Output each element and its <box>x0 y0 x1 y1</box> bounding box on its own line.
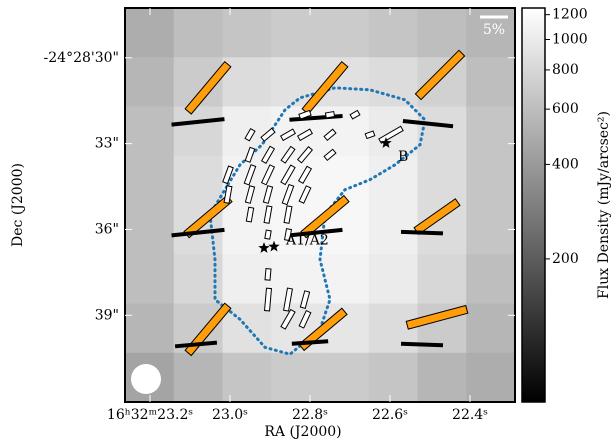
image-pixel <box>125 254 174 304</box>
image-pixel <box>369 57 418 107</box>
y-axis-label: Dec (J2000) <box>10 163 26 247</box>
image-pixel <box>369 156 418 206</box>
image-pixel <box>369 205 418 255</box>
y-tick-label: 39" <box>95 307 119 323</box>
image-pixel <box>271 304 320 354</box>
polarization-vector <box>401 232 443 233</box>
image-pixel <box>369 254 418 304</box>
image-pixel <box>125 304 174 354</box>
image-pixel <box>369 8 418 58</box>
polarization-vector <box>265 230 271 239</box>
image-pixel <box>418 156 467 206</box>
image-pixel <box>466 304 515 354</box>
image-pixel <box>223 107 272 157</box>
y-tick-label: -24°28'30" <box>44 50 119 66</box>
x-tick-label: 22.8ˢ <box>292 407 328 423</box>
image-pixel <box>174 156 223 206</box>
image-pixel <box>125 57 174 107</box>
image-pixel <box>223 57 272 107</box>
image-pixel <box>125 107 174 157</box>
x-axis-label: RA (J2000) <box>264 424 341 440</box>
x-tick-label: 22.4ˢ <box>452 407 488 423</box>
colorbar <box>522 8 545 402</box>
image-pixel <box>271 353 320 403</box>
image-pixel <box>418 107 467 157</box>
polarization-vector <box>325 112 334 118</box>
image-pixel <box>125 205 174 255</box>
image-pixel <box>125 156 174 206</box>
image-pixel <box>271 8 320 58</box>
image-pixel <box>320 353 369 403</box>
scale-bar-label: 5% <box>483 22 505 38</box>
image-pixel <box>418 353 467 403</box>
image-pixel <box>271 107 320 157</box>
image-pixel <box>466 107 515 157</box>
y-tick-label: 33" <box>95 136 119 152</box>
colorbar-tick-label: 800 <box>552 62 579 78</box>
colorbar-tick-label: 1000 <box>552 32 588 48</box>
image-pixel <box>174 8 223 58</box>
image-pixel <box>223 8 272 58</box>
image-pixel <box>466 156 515 206</box>
image-pixel <box>320 8 369 58</box>
chart: A1/A2 B RA (J2000) Dec (J2000) Flux Densi… <box>0 0 616 443</box>
source-label: A1/A2 <box>285 233 329 249</box>
image-pixel <box>466 57 515 107</box>
colorbar-tick-label: 600 <box>552 101 579 117</box>
image-pixel <box>418 254 467 304</box>
colorbar-tick-label: 400 <box>552 156 579 172</box>
image-pixel <box>369 353 418 403</box>
beam <box>131 364 161 394</box>
image-pixel <box>223 254 272 304</box>
y-tick-label: 36" <box>95 221 119 237</box>
x-tick-label: 16ʰ32ᵐ23.2ˢ <box>107 407 193 423</box>
polarization-vector <box>265 269 271 281</box>
image-pixel <box>320 254 369 304</box>
image-pixel <box>125 8 174 58</box>
image-pixel <box>271 156 320 206</box>
x-tick-label: 22.6ˢ <box>372 407 408 423</box>
polarization-vector <box>292 341 328 344</box>
colorbar-tick-label: 200 <box>552 251 579 267</box>
x-tick-label: 23.0ˢ <box>212 407 248 423</box>
image-layer: A1/A2 B <box>125 8 516 403</box>
source-label: B <box>398 149 408 165</box>
polarization-vector <box>401 344 443 345</box>
image-pixel <box>271 254 320 304</box>
image-pixel <box>418 57 467 107</box>
colorbar-label: Flux Density (mJy/arcsec²) <box>596 111 612 299</box>
image-pixel <box>466 353 515 403</box>
image-pixel <box>466 254 515 304</box>
image-pixel <box>174 353 223 403</box>
colorbar-tick-label: 1200 <box>552 7 588 23</box>
image-pixel <box>174 107 223 157</box>
